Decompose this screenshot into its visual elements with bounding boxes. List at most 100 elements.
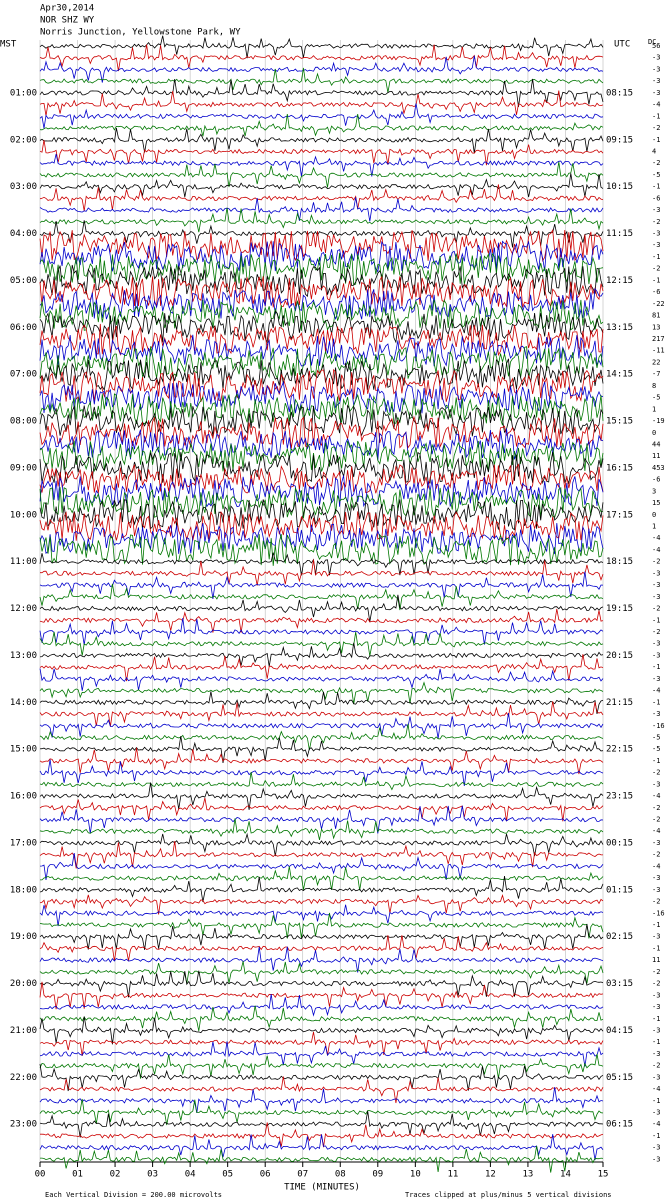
- right-hour-label: 00:15: [606, 838, 633, 848]
- trace: [39, 287, 604, 321]
- offset-label: -1: [652, 1038, 660, 1046]
- right-hour-label: 23:15: [606, 792, 633, 802]
- left-hour-label: 20:00: [10, 979, 37, 989]
- offset-label: -2: [652, 980, 660, 988]
- trace: [39, 207, 604, 233]
- trace: [39, 275, 604, 308]
- offset-label: -3: [652, 241, 660, 249]
- trace: [39, 264, 604, 298]
- right-hour-label: 22:15: [606, 745, 633, 755]
- left-hour-label: 07:00: [10, 370, 37, 380]
- trace: [39, 712, 604, 739]
- left-zone: MST: [0, 40, 17, 50]
- left-hour-label: 19:00: [10, 932, 37, 942]
- trace: [39, 220, 604, 248]
- offset-label: -3: [652, 710, 660, 718]
- offset-label: -3: [652, 640, 660, 648]
- right-hour-label: 02:15: [606, 932, 633, 942]
- offset-label: -22: [652, 300, 665, 308]
- trace: [39, 1098, 604, 1126]
- trace: [39, 44, 604, 72]
- trace: [39, 358, 604, 392]
- offset-label: -3: [652, 1109, 660, 1117]
- trace: [39, 128, 604, 154]
- offset-label: -2: [652, 898, 660, 906]
- trace: [39, 1053, 604, 1079]
- trace: [39, 832, 604, 857]
- offset-label: -5: [652, 394, 660, 402]
- offset-label: -7: [652, 370, 660, 378]
- trace: [39, 631, 604, 657]
- x-tick-label: 06: [260, 1170, 271, 1180]
- trace: [39, 393, 604, 426]
- x-tick-label: 07: [297, 1170, 308, 1180]
- trace: [39, 782, 604, 810]
- right-hour-label: 08:15: [606, 88, 633, 98]
- trace: [39, 463, 604, 494]
- left-hour-label: 12:00: [10, 604, 37, 614]
- trace: [39, 571, 604, 599]
- left-hour-label: 09:00: [10, 463, 37, 473]
- x-tick-label: 01: [72, 1170, 83, 1180]
- x-tick-label: 02: [110, 1170, 121, 1180]
- trace: [39, 759, 604, 787]
- trace: [39, 1016, 604, 1045]
- trace: [39, 747, 604, 775]
- x-tick-label: 03: [147, 1170, 158, 1180]
- offset-label: -1: [652, 183, 660, 191]
- offset-label: -1: [652, 253, 660, 261]
- offset-label: -11: [652, 347, 665, 355]
- x-tick-label: 00: [35, 1170, 46, 1180]
- trace: [39, 1005, 604, 1032]
- offset-label: 11: [652, 452, 660, 460]
- offset-label: 3: [652, 487, 656, 495]
- trace: [39, 594, 604, 622]
- trace: [39, 197, 604, 222]
- offset-label: -2: [652, 218, 660, 226]
- trace: [39, 440, 604, 473]
- offset-label: 8: [652, 382, 656, 390]
- trace: [39, 853, 604, 880]
- right-hour-label: 14:15: [606, 370, 633, 380]
- dc-label: DC: [648, 38, 656, 46]
- trace: [39, 894, 604, 915]
- offset-label: -3: [652, 89, 660, 97]
- left-hour-label: 02:00: [10, 135, 37, 145]
- left-hour-label: 04:00: [10, 229, 37, 239]
- trace: [39, 1041, 604, 1067]
- trace: [39, 642, 604, 667]
- trace: [39, 912, 604, 939]
- left-hour-label: 21:00: [10, 1026, 37, 1036]
- left-hour-label: 14:00: [10, 698, 37, 708]
- offset-label: -4: [652, 687, 660, 695]
- left-hour-label: 16:00: [10, 792, 37, 802]
- offset-label: -3: [652, 780, 660, 788]
- left-hour-label: 05:00: [10, 276, 37, 286]
- trace: [39, 139, 604, 166]
- trace: [39, 841, 604, 869]
- right-zone: UTC: [614, 40, 630, 50]
- offset-label: 22: [652, 358, 660, 366]
- left-hour-label: 10:00: [10, 510, 37, 520]
- left-hour-label: 13:00: [10, 651, 37, 661]
- trace: [39, 970, 604, 998]
- right-hour-label: 11:15: [606, 229, 633, 239]
- trace: [39, 240, 604, 273]
- offset-label: -1: [652, 663, 660, 671]
- offset-label: 1: [652, 523, 656, 531]
- x-tick-label: 15: [598, 1170, 609, 1180]
- offset-label: -3: [652, 839, 660, 847]
- trace: [39, 552, 604, 576]
- offset-label: 453: [652, 464, 665, 472]
- offset-label: -3: [652, 65, 660, 73]
- offset-label: -2: [652, 804, 660, 812]
- right-hour-label: 04:15: [606, 1026, 633, 1036]
- offset-label: -1: [652, 136, 660, 144]
- offset-label: -3: [652, 54, 660, 62]
- x-tick-label: 10: [410, 1170, 421, 1180]
- right-hour-label: 19:15: [606, 604, 633, 614]
- left-hour-label: 18:00: [10, 885, 37, 895]
- offset-label: -3: [652, 1073, 660, 1081]
- offset-label: -4: [652, 1085, 660, 1093]
- offset-label: -1: [652, 616, 660, 624]
